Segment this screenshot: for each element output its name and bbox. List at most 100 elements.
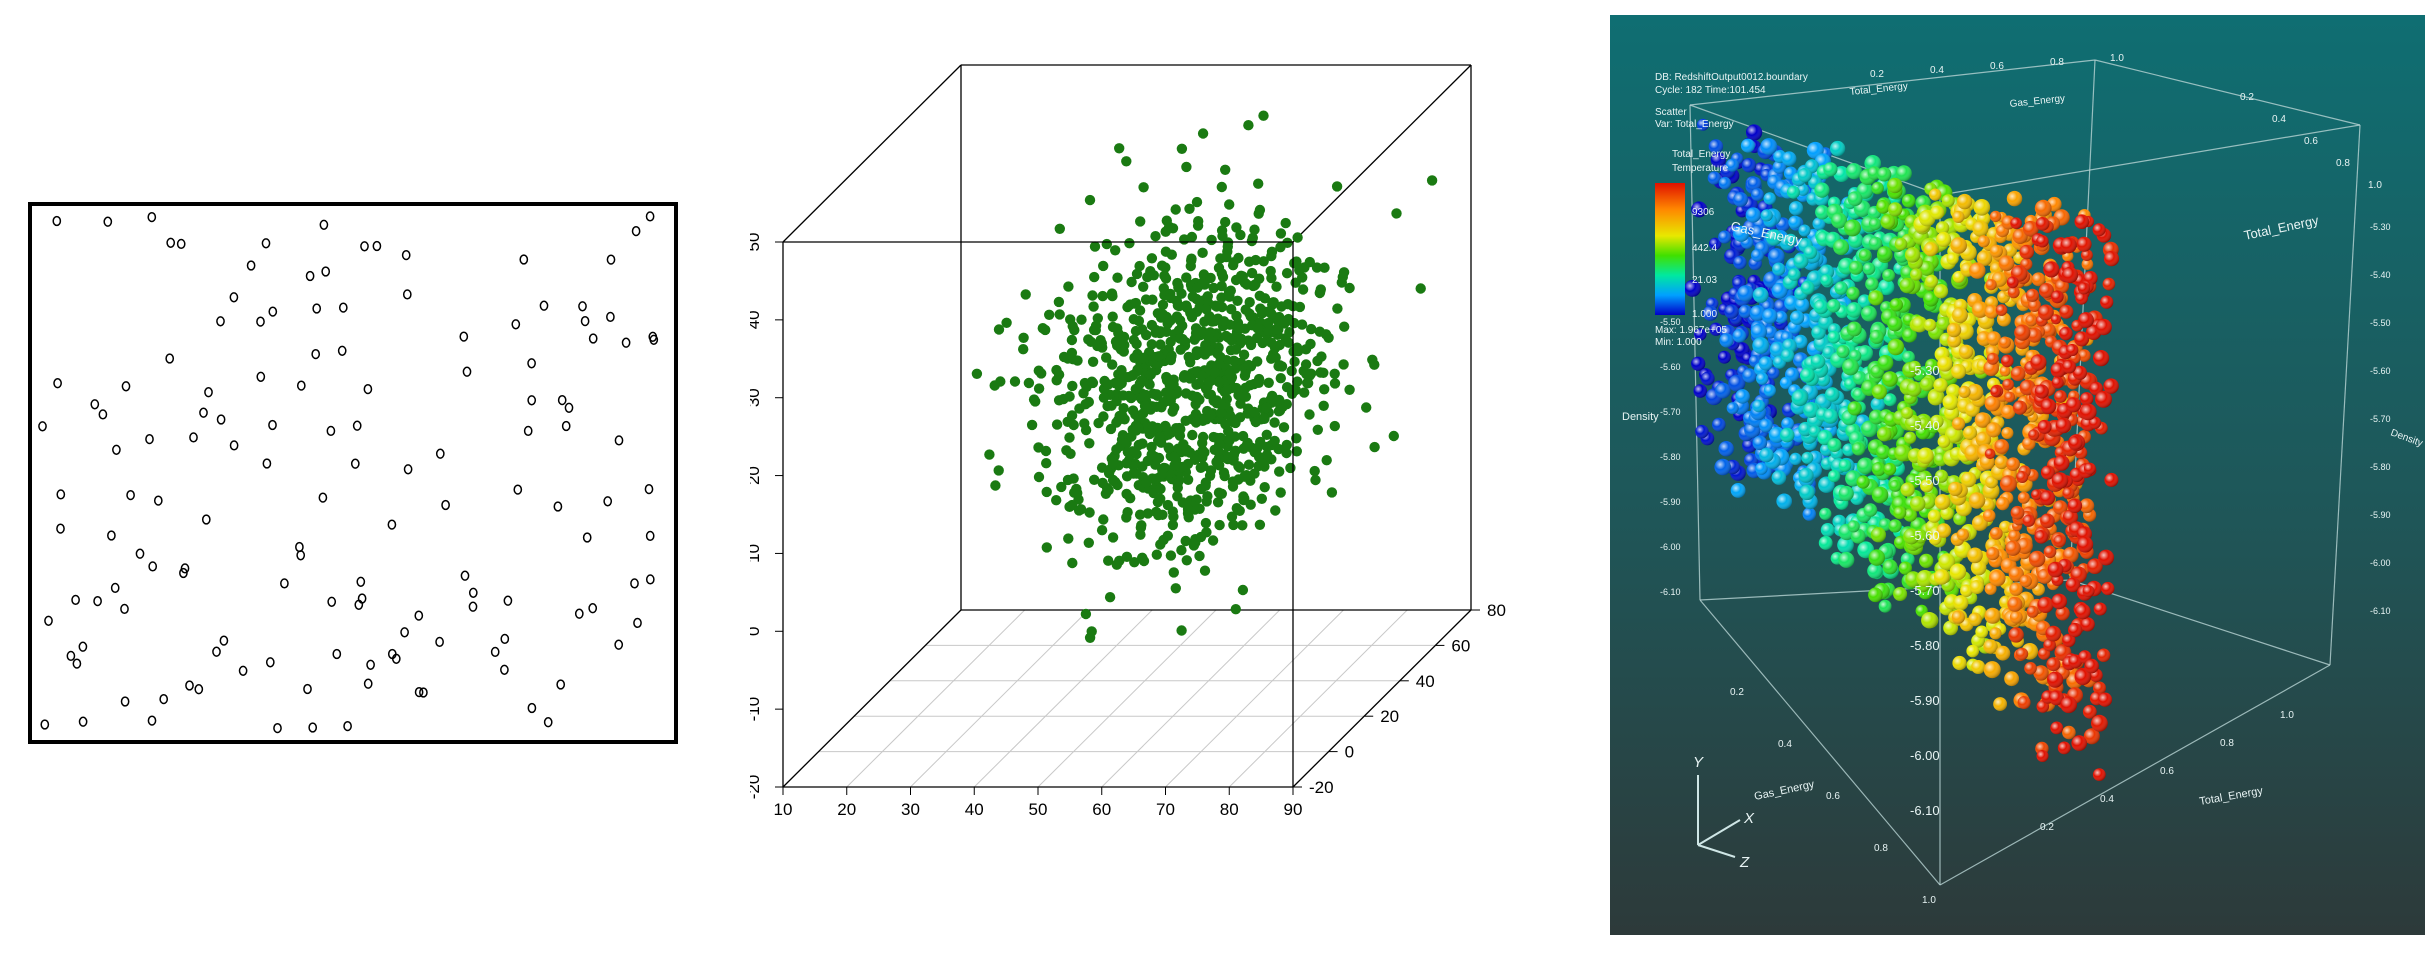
scatter-point [1172, 300, 1184, 311]
scatter-point [648, 331, 658, 342]
sphere-glyph [1787, 268, 1801, 281]
plot-frame [28, 202, 678, 744]
scatter-point [1285, 462, 1296, 474]
scatter-point [1064, 391, 1075, 402]
scatter-point [321, 266, 331, 277]
sphere-glyph [2095, 390, 2112, 408]
sphere-glyph [1984, 304, 1999, 319]
scatter-point [511, 319, 521, 330]
energy-tick-bottom-left: 0.2 [1730, 687, 1744, 698]
sphere-glyph [2037, 419, 2052, 434]
sphere-glyph [1768, 248, 1785, 265]
scatter-point [107, 530, 116, 541]
sphere-glyph [1952, 655, 1967, 671]
scatter-point [1051, 419, 1063, 430]
sphere-glyph [1741, 158, 1757, 173]
scatter-point [1266, 353, 1277, 364]
scatter-point [1248, 406, 1260, 418]
sphere-glyph [1972, 220, 1989, 237]
scatter-point [1138, 555, 1150, 567]
scatter-point [1292, 232, 1303, 243]
sphere-glyph [2017, 491, 2030, 504]
density-tick-center: -5.30 [1910, 363, 1940, 378]
scatter-point [1064, 432, 1075, 443]
scatter-point [1235, 398, 1246, 409]
sphere-glyph [2066, 343, 2079, 357]
sphere-glyph [1996, 496, 2010, 511]
scatter-point [1206, 316, 1218, 327]
sphere-glyph [1867, 563, 1883, 579]
sphere-glyph [1882, 371, 1898, 387]
scatter-point [1133, 315, 1145, 327]
sphere-glyph [1933, 569, 1950, 585]
scatter-point [1415, 283, 1426, 294]
scatter-point [44, 615, 53, 626]
scatter-point [1172, 478, 1183, 489]
scatter-point [441, 499, 450, 511]
info-annotation: DB: RedshiftOutput0012.boundary Cycle: 1… [1655, 72, 1808, 174]
density-tick-center: -5.70 [1910, 583, 1940, 598]
scatter-point [1063, 533, 1074, 544]
sphere-glyph [2017, 696, 2031, 709]
energy-tick-bottom-left: 0.8 [1874, 843, 1888, 854]
scatter-point [1178, 439, 1189, 450]
scatter-point [1174, 333, 1186, 344]
scatter-point [1369, 441, 1380, 453]
scatter-point [72, 658, 82, 669]
sphere-glyph [2075, 603, 2091, 620]
scatter-point [403, 464, 413, 475]
energy-tick-top-right: 0.4 [2272, 114, 2286, 125]
scatter-point [1131, 425, 1142, 436]
scatter-point [246, 260, 256, 271]
sphere-glyph [1847, 401, 1862, 416]
scatter-point [1165, 354, 1176, 366]
sphere-glyph [2083, 728, 2100, 745]
scatter-point [519, 254, 529, 265]
sphere-glyph [1917, 447, 1934, 464]
scatter-point [1164, 379, 1175, 391]
scatter-point [1254, 290, 1265, 301]
scatter-point [1146, 319, 1158, 331]
scatter-point [319, 219, 329, 230]
sphere-glyph [1818, 536, 1833, 550]
scatter-point [1274, 394, 1285, 406]
scatter-point [1107, 290, 1118, 302]
scatter-point [262, 458, 272, 469]
scatter-point [338, 302, 348, 313]
sphere-glyph [1998, 255, 2015, 272]
scatter-point [1089, 241, 1101, 252]
scatter-point [1227, 260, 1239, 271]
scatter-point [1154, 432, 1165, 443]
density-tick-left: -5.50 [1660, 317, 1681, 327]
sphere-glyph [2009, 582, 2023, 596]
scatter-point [1249, 280, 1260, 291]
sphere-glyph [2062, 487, 2075, 500]
scatter-point [93, 595, 102, 607]
sphere-glyph [2027, 327, 2042, 343]
scatter-point [1275, 373, 1286, 384]
sphere-glyph [1745, 207, 1761, 223]
sphere-glyph [1887, 177, 1903, 194]
sphere-glyph [1920, 479, 1934, 493]
scatter-point [1205, 465, 1217, 476]
scatter-point [1331, 181, 1343, 192]
scatter-point [1051, 495, 1062, 506]
scatter-point [523, 425, 533, 437]
scatter-point [1294, 265, 1305, 276]
scatter-point [204, 387, 213, 398]
sphere-glyph [1999, 365, 2011, 377]
scatter-point [1241, 279, 1253, 290]
sphere-glyph [1694, 328, 1707, 341]
scatter-point [419, 687, 428, 698]
sphere-glyph [1887, 338, 1905, 356]
scatter-point [1066, 334, 1078, 346]
sphere-glyph [2007, 286, 2020, 299]
scatter-point [1281, 315, 1292, 326]
sphere-glyph [1998, 336, 2011, 349]
sphere-glyph [1784, 233, 1797, 247]
sphere-glyph [1750, 323, 1767, 340]
sphere-glyph [2081, 258, 2094, 270]
sphere-glyph [1848, 232, 1864, 248]
scatter-point [1097, 342, 1108, 353]
scatter-point [1265, 394, 1276, 405]
